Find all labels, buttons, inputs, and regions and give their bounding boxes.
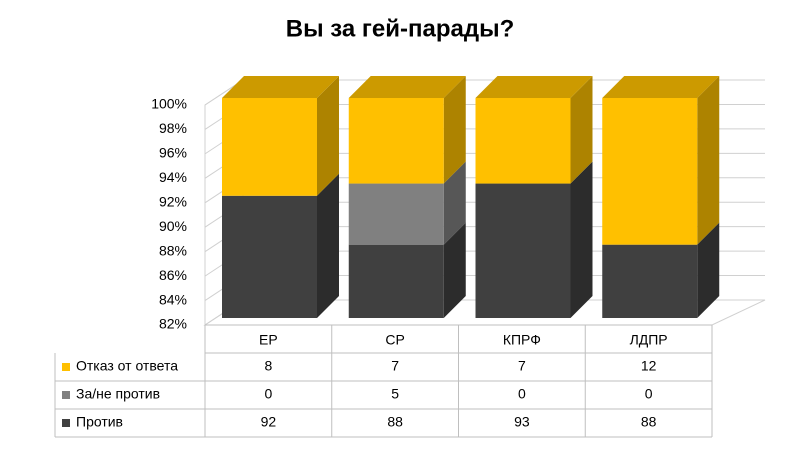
y-tick-label: 96% [159, 145, 187, 161]
x-tick-label: СР [385, 332, 404, 348]
table-value: 7 [518, 358, 526, 374]
bar [475, 98, 571, 184]
bar-side [317, 173, 339, 318]
y-tick-label: 82% [159, 316, 187, 332]
legend-label: За/не против [76, 386, 160, 402]
bar-side [697, 76, 720, 245]
y-tick-label: 92% [159, 193, 187, 209]
bar [222, 195, 317, 318]
x-tick-label: КПРФ [503, 332, 541, 348]
legend-label: Против [76, 414, 123, 430]
table-value: 0 [518, 386, 526, 402]
bar-side [443, 161, 466, 245]
chart-title: Вы за гей-парады? [286, 15, 514, 42]
table-value: 12 [641, 358, 657, 374]
y-tick-label: 84% [159, 291, 187, 307]
bar-top [222, 76, 339, 98]
y-tick-label: 94% [159, 169, 187, 185]
legend-key [62, 391, 70, 399]
bar [222, 98, 317, 196]
table-value: 92 [261, 414, 277, 430]
bar [348, 183, 444, 245]
bar [348, 98, 444, 184]
y-tick-label: 100% [151, 96, 187, 112]
table-value: 88 [387, 414, 403, 430]
table-value: 88 [641, 414, 657, 430]
bar [602, 244, 698, 318]
table-value: 5 [391, 386, 399, 402]
y-tick-label: 90% [159, 218, 187, 234]
legend-key [62, 419, 70, 427]
bar-top [348, 76, 466, 98]
bar-top [602, 76, 720, 98]
y-tick-label: 86% [159, 267, 187, 283]
bar-side [697, 222, 720, 318]
bar [475, 183, 571, 318]
table-value: 7 [391, 358, 399, 374]
table-value: 0 [645, 386, 653, 402]
bar-side [317, 76, 339, 196]
bar [602, 98, 698, 245]
bar-top [475, 76, 593, 98]
y-tick-label: 88% [159, 242, 187, 258]
bar-side [443, 222, 466, 318]
bar-side [570, 76, 593, 184]
x-tick-label: ЕР [259, 332, 278, 348]
y-tick-label: 98% [159, 120, 187, 136]
legend-label: Отказ от ответа [76, 358, 178, 374]
bar [348, 244, 444, 318]
legend-key [62, 363, 70, 371]
x-tick-label: ЛДПР [630, 332, 668, 348]
table-value: 93 [514, 414, 530, 430]
table-value: 8 [264, 358, 272, 374]
bar-side [570, 161, 593, 318]
table-value: 0 [264, 386, 272, 402]
bar-side [443, 76, 466, 184]
